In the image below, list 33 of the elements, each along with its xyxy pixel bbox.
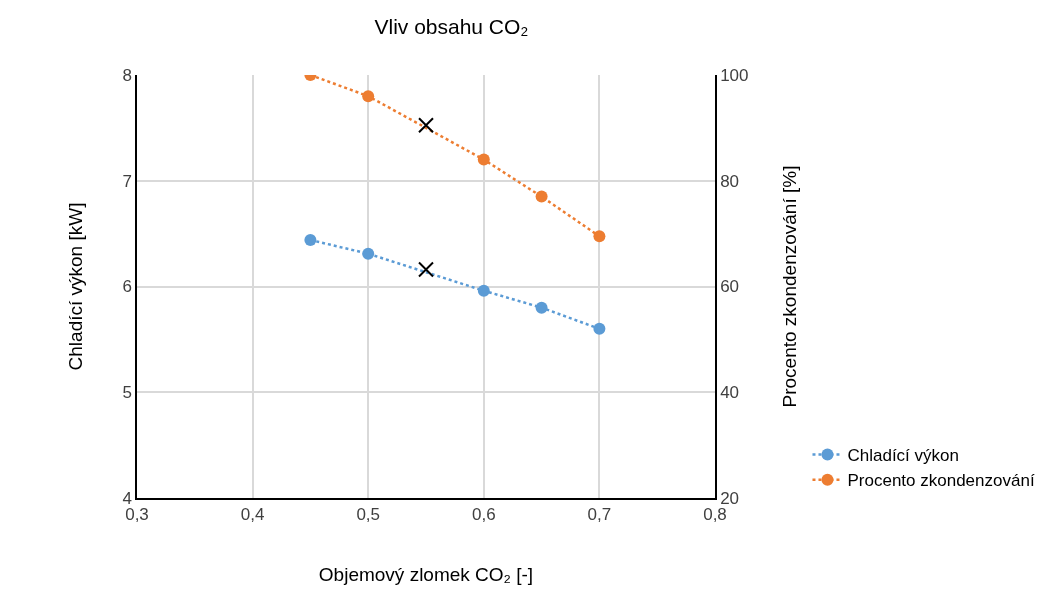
point xyxy=(477,284,490,297)
y-tick-label: 6 xyxy=(122,277,132,297)
point xyxy=(593,322,606,335)
point xyxy=(362,247,375,260)
y-tick-label: 8 xyxy=(122,65,132,85)
point xyxy=(535,301,548,314)
y2-tick-label: 40 xyxy=(720,383,740,403)
x-tick-label: 0,6 xyxy=(471,505,496,525)
y2-tick-label: 80 xyxy=(720,171,740,191)
y2-axis-title: Procento zkondenzování [%] xyxy=(778,165,800,408)
point xyxy=(593,230,606,243)
x-axis-title: Objemový zlomek CO₂ [-] xyxy=(318,564,534,586)
y2-tick-label: 100 xyxy=(720,65,749,85)
y2-tick-label: 60 xyxy=(720,277,740,297)
x-tick-label: 0,3 xyxy=(125,505,149,525)
chart-title: Vliv obsahu CO₂ xyxy=(374,15,529,39)
legend-label: Procento zkondenzování xyxy=(847,471,1035,491)
x-tick-label: 0,4 xyxy=(240,505,265,525)
y-tick-label: 4 xyxy=(122,488,132,508)
y-tick-label: 7 xyxy=(122,171,132,191)
point xyxy=(477,153,490,166)
y2-tick-label: 20 xyxy=(720,488,740,508)
x-tick-label: 0,5 xyxy=(356,505,381,525)
point xyxy=(304,233,317,246)
x-tick-label: 0,8 xyxy=(703,505,727,525)
point xyxy=(362,90,375,103)
point xyxy=(535,190,548,203)
point xyxy=(418,117,434,134)
x-tick-label: 0,7 xyxy=(587,505,612,525)
legend-label: Chladící výkon xyxy=(847,446,959,466)
y-axis-title: Chladící výkon [kW] xyxy=(64,202,86,371)
y-tick-label: 5 xyxy=(122,383,132,403)
point xyxy=(418,261,434,278)
